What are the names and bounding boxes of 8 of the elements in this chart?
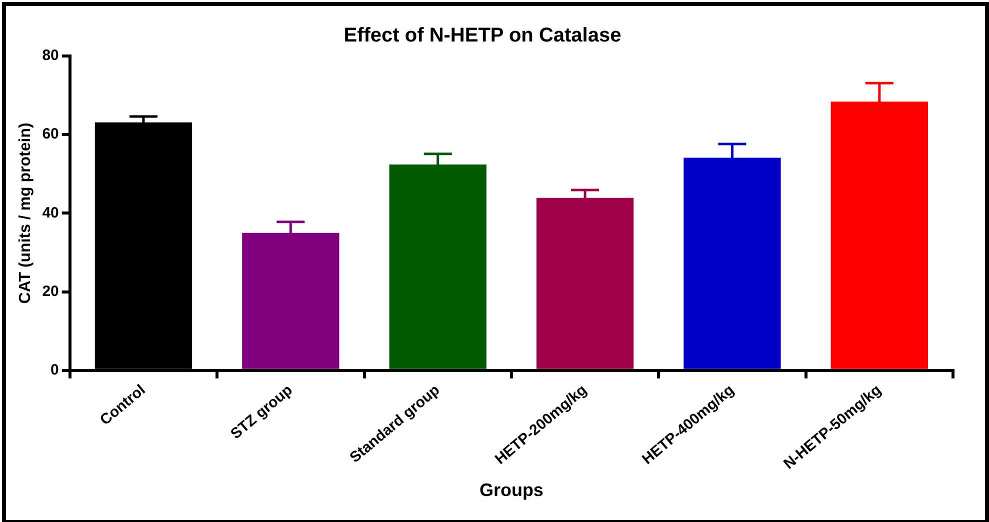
y-axis-title: CAT (units / mg protein) <box>17 122 34 304</box>
y-tick-label: 20 <box>42 282 59 300</box>
y-tick-label: 0 <box>50 362 59 379</box>
y-tick-label: 40 <box>42 204 59 222</box>
y-tick-label: 80 <box>42 47 59 64</box>
chart-title: Effect of N-HETP on Catalase <box>344 24 622 47</box>
y-tick-label: 60 <box>42 126 59 143</box>
x-axis-title: Groups <box>479 480 544 500</box>
